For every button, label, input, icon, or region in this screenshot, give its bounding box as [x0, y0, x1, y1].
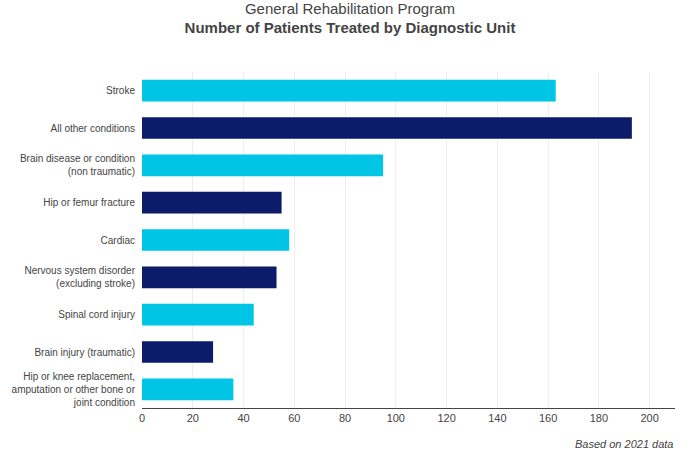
- svg-text:General Rehabilitation Program: General Rehabilitation ProgramNumber of …: [185, 0, 516, 36]
- svg-text:Spinal cord injury: Spinal cord injury: [58, 309, 135, 320]
- svg-text:Brain disease or condition(non: Brain disease or condition(non traumatic…: [20, 153, 135, 177]
- svg-text:Hip or femur fracture: Hip or femur fracture: [43, 197, 135, 208]
- svg-text:40: 40: [237, 412, 249, 424]
- svg-text:0: 0: [139, 412, 145, 424]
- svg-text:100: 100: [387, 412, 405, 424]
- svg-text:All other conditions: All other conditions: [51, 123, 136, 134]
- svg-text:180: 180: [590, 412, 608, 424]
- svg-text:120: 120: [437, 412, 455, 424]
- svg-text:160: 160: [539, 412, 557, 424]
- svg-text:140: 140: [488, 412, 506, 424]
- svg-text:Cardiac: Cardiac: [101, 235, 135, 246]
- svg-text:20: 20: [187, 412, 199, 424]
- svg-text:Brain injury (traumatic): Brain injury (traumatic): [34, 347, 135, 358]
- svg-text:80: 80: [339, 412, 351, 424]
- svg-text:Stroke: Stroke: [106, 85, 135, 96]
- svg-text:Nervous system disorder(exclud: Nervous system disorder(excluding stroke…: [24, 265, 135, 289]
- svg-text:Hip or knee replacement,amputa: Hip or knee replacement,amputation or ot…: [12, 371, 136, 408]
- svg-text:Based on 2021 data: Based on 2021 data: [575, 438, 673, 450]
- svg-text:60: 60: [288, 412, 300, 424]
- svg-text:200: 200: [640, 412, 658, 424]
